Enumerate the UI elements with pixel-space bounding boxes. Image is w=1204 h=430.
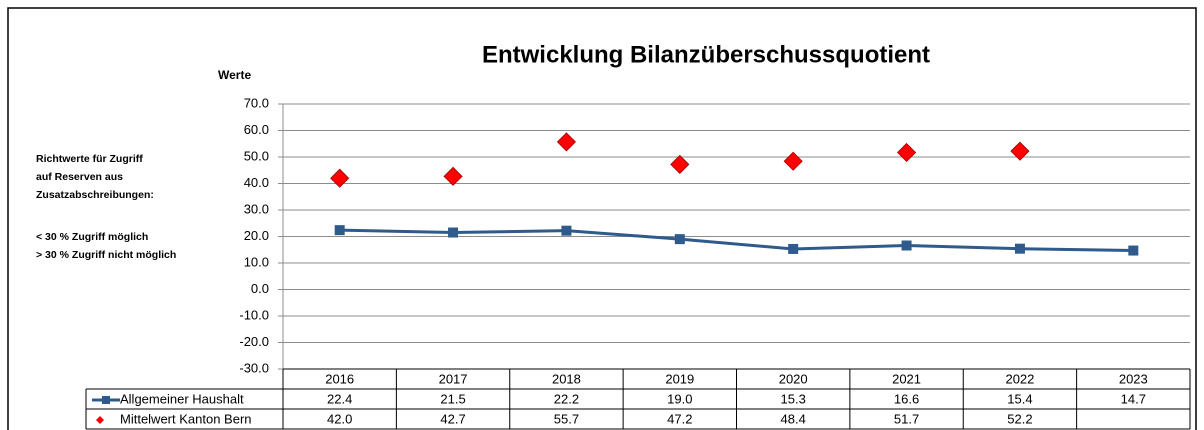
y-tick-label: 30.0	[244, 201, 269, 216]
diamond-marker	[670, 154, 690, 174]
table-value: 47.2	[667, 411, 692, 426]
annotation: Zusatzabschreibungen:	[36, 189, 154, 201]
diamond-marker	[1010, 141, 1030, 161]
y-tick-label: 50.0	[244, 148, 269, 163]
y-tick-label: -10.0	[239, 307, 269, 322]
table-value: 22.2	[554, 391, 579, 406]
annotation: auf Reserven aus	[36, 171, 123, 183]
table-value: 48.4	[781, 411, 806, 426]
table-value: 14.7	[1121, 391, 1146, 406]
table-value: 15.3	[781, 391, 806, 406]
table-value: 15.4	[1007, 391, 1032, 406]
table-value: 52.2	[1007, 411, 1032, 426]
square-marker	[788, 243, 799, 254]
legend-key	[102, 396, 110, 404]
x-tick-label: 2019	[665, 371, 694, 386]
annotation: Richtwerte für Zugriff	[36, 153, 143, 165]
table-value: 16.6	[894, 391, 919, 406]
legend-label: Allgemeiner Haushalt	[120, 391, 244, 406]
diamond-marker	[443, 166, 463, 186]
table-value: 42.0	[327, 411, 352, 426]
square-marker	[561, 225, 572, 236]
square-marker	[448, 227, 459, 238]
x-tick-label: 2018	[552, 371, 581, 386]
table-value: 22.4	[327, 391, 352, 406]
table-value: 55.7	[554, 411, 579, 426]
y-tick-label: 0.0	[251, 281, 269, 296]
annotation: < 30 % Zugriff möglich	[36, 231, 148, 243]
y-tick-label: 70.0	[244, 95, 269, 110]
diamond-marker	[556, 132, 577, 152]
legend-key	[96, 416, 104, 424]
series-line	[339, 228, 1134, 253]
diamond-marker	[330, 168, 350, 188]
y-tick-label: 20.0	[244, 228, 269, 243]
table-value: 19.0	[667, 391, 692, 406]
square-marker	[334, 225, 345, 236]
annotation: > 30 % Zugriff nicht möglich	[36, 249, 176, 261]
diamond-marker	[783, 151, 803, 171]
x-tick-label: 2017	[439, 371, 468, 386]
square-marker	[901, 240, 912, 251]
table-value: 42.7	[440, 411, 465, 426]
table-value: 21.5	[440, 391, 465, 406]
x-tick-label: 2021	[892, 371, 921, 386]
square-marker	[1014, 243, 1025, 254]
diamond-marker	[896, 142, 917, 163]
x-tick-label: 2016	[325, 371, 354, 386]
legend-label: Mittelwert Kanton Bern	[120, 411, 252, 426]
y-tick-label: -20.0	[239, 334, 269, 349]
y-axis-label: Werte	[218, 68, 251, 82]
chart-title: Entwicklung Bilanzüberschussquotient	[482, 41, 930, 68]
table-value: 51.7	[894, 411, 919, 426]
y-tick-label: 10.0	[244, 254, 269, 269]
y-tick-label: 60.0	[244, 122, 269, 137]
chart-frame	[7, 7, 1197, 430]
y-tick-label: 40.0	[244, 175, 269, 190]
x-tick-label: 2020	[779, 371, 808, 386]
square-marker	[674, 234, 685, 245]
x-tick-label: 2023	[1119, 371, 1148, 386]
square-marker	[1128, 245, 1139, 256]
x-tick-label: 2022	[1005, 371, 1034, 386]
y-tick-label: -30.0	[239, 360, 269, 375]
